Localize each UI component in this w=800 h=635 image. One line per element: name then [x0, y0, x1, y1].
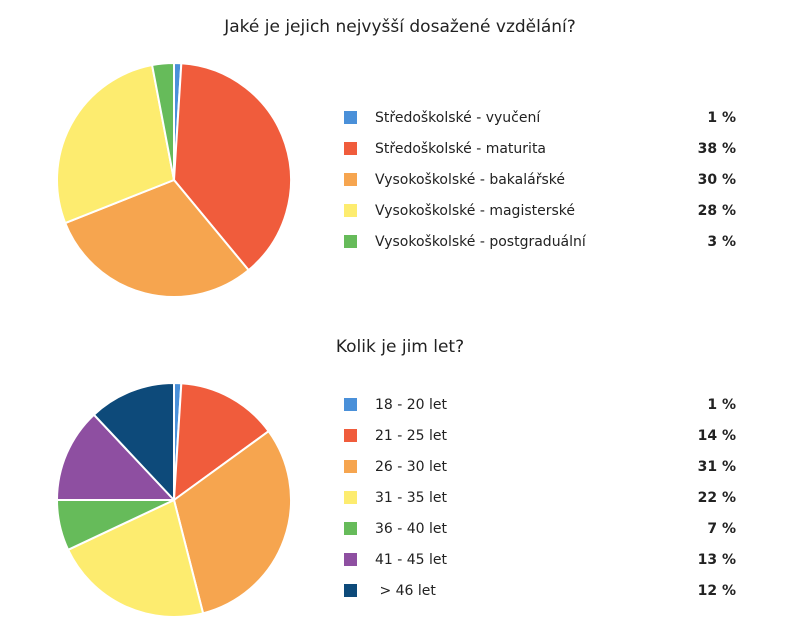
legend-percent: 31 % [697, 458, 736, 475]
chart-title: Kolik je jim let? [335, 337, 465, 357]
legend-swatch [344, 522, 357, 535]
education-chart: Jaké je jejich nejvyšší dosažené vzdělán… [56, 17, 736, 298]
chart-title: Jaké je jejich nejvyšší dosažené vzdělán… [224, 17, 576, 37]
legend-swatch [344, 460, 357, 473]
legend-item[interactable]: Středoškolské - maturita 38 % [344, 133, 736, 164]
legend-percent: 7 % [707, 520, 736, 537]
legend-item[interactable]: Vysokoškolské - bakalářské 30 % [344, 164, 736, 195]
legend-label: 41 - 45 let [375, 551, 448, 568]
legend-percent: 38 % [697, 140, 736, 157]
pie-slice[interactable] [92, 382, 175, 501]
pie-age [56, 382, 292, 618]
pie-slice[interactable] [56, 413, 175, 501]
legend-label: 26 - 30 let [375, 458, 448, 475]
pie-education [56, 62, 292, 298]
legend-percent: 3 % [707, 233, 736, 250]
legend-percent: 14 % [697, 427, 736, 444]
legend-swatch [344, 553, 357, 566]
legend-label: 36 - 40 let [375, 520, 448, 537]
legend-swatch [344, 111, 357, 124]
legend-label: 21 - 25 let [375, 427, 448, 444]
legend-label: Středoškolské - vyučení [375, 109, 541, 126]
legend-swatch [344, 142, 357, 155]
legend-percent: 22 % [697, 489, 736, 506]
legend-item[interactable]: 21 - 25 let 14 % [344, 420, 736, 451]
pie-slice[interactable] [64, 179, 250, 298]
legend-swatch [344, 173, 357, 186]
legend-swatch [344, 235, 357, 248]
legend-item[interactable]: 18 - 20 let 1 % [344, 389, 736, 420]
legend-item[interactable]: 26 - 30 let 31 % [344, 451, 736, 482]
legend-percent: 1 % [707, 396, 736, 413]
legend-label: 31 - 35 let [375, 489, 448, 506]
legend-label: Vysokoškolské - bakalářské [375, 171, 565, 188]
legend-item[interactable]: > 46 let 12 % [344, 575, 736, 606]
pie-slice[interactable] [67, 499, 205, 618]
legend-percent: 13 % [697, 551, 736, 568]
legend-swatch [344, 584, 357, 597]
legend-swatch [344, 491, 357, 504]
legend-swatch [344, 429, 357, 442]
legend-item[interactable]: Vysokoškolské - magisterské 28 % [344, 195, 736, 226]
legend-item[interactable]: Středoškolské - vyučení 1 % [344, 102, 736, 133]
legend-swatch [344, 398, 357, 411]
age-chart: Kolik je jim let? 18 - 20 let 1 % 21 - 25 … [0, 320, 800, 635]
pie-slice[interactable] [173, 62, 292, 272]
pie-slice[interactable] [151, 62, 175, 181]
legend-item[interactable]: 36 - 40 let 7 % [344, 513, 736, 544]
legend-item[interactable]: 41 - 45 let 13 % [344, 544, 736, 575]
legend-item[interactable]: Vysokoškolské - postgraduální 3 % [344, 226, 736, 257]
pie-slice[interactable] [56, 64, 175, 225]
legend-label: Středoškolské - maturita [375, 140, 547, 157]
legend-percent: 1 % [707, 109, 736, 126]
legend-swatch [344, 204, 357, 217]
legend-label: Vysokoškolské - magisterské [375, 202, 576, 219]
pie-slice[interactable] [173, 382, 270, 501]
legend-label: > 46 let [375, 582, 436, 599]
legend-percent: 30 % [697, 171, 736, 188]
legend-education: Středoškolské - vyučení 1 % Středoškolské … [344, 102, 736, 257]
pie-slice[interactable] [173, 430, 292, 615]
legend-percent: 12 % [697, 582, 736, 599]
legend-item[interactable]: 31 - 35 let 22 % [344, 482, 736, 513]
legend-age: 18 - 20 let 1 % 21 - 25 let 14 % 26 - 30 let… [344, 389, 736, 606]
legend-label: 18 - 20 let [375, 396, 448, 413]
legend-label: Vysokoškolské - postgraduální [375, 233, 586, 250]
legend-percent: 28 % [697, 202, 736, 219]
